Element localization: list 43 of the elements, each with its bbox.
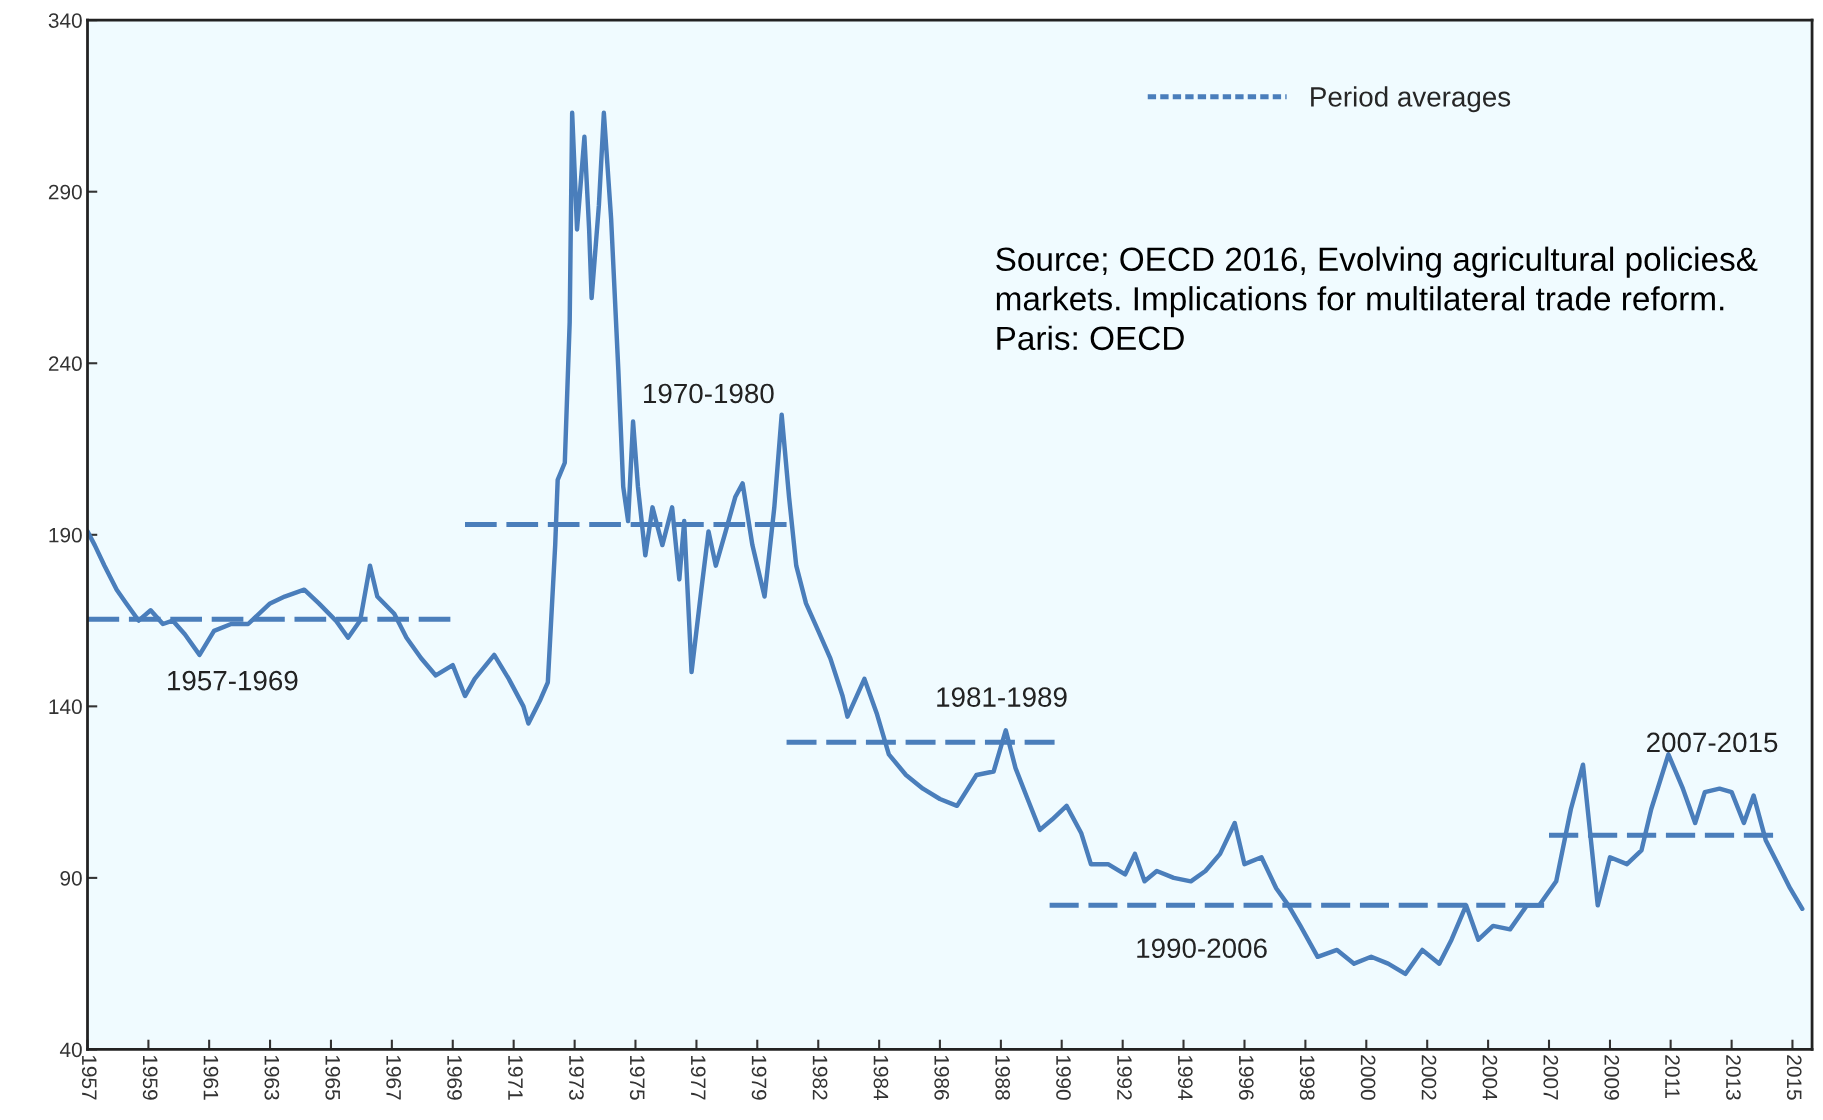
y-tick-label: 240 (48, 356, 82, 372)
x-tick-label: 1979 (751, 1055, 767, 1100)
x-tick-label: 2009 (1604, 1055, 1620, 1100)
x-tick-label: 2000 (1360, 1055, 1376, 1100)
x-tick-label: 1984 (873, 1055, 889, 1101)
x-tick-label: 2004 (1482, 1055, 1498, 1101)
x-tick-label: 1998 (1299, 1055, 1315, 1100)
x-tick-label: 1963 (264, 1055, 280, 1100)
x-tick-label: 2013 (1726, 1055, 1741, 1100)
annotation: 1990-2006 (1137, 938, 1267, 959)
x-tick-label: 2011 (1665, 1055, 1680, 1099)
y-tick-label: 140 (49, 699, 82, 715)
x-tick-label: 1988 (995, 1055, 1011, 1100)
annotation: Source; OECD 2016, Evolving agricultural policies& markets. Implications for multilateral trade reform. Paris: OECD (996, 246, 1758, 351)
x-tick-label: 1965 (325, 1055, 341, 1100)
x-tick-label: 1957 (81, 1055, 97, 1100)
x-tick-label: 1986 (934, 1055, 950, 1100)
annotation: 1970-1980 (644, 383, 774, 404)
y-tick-label: 290 (48, 184, 82, 200)
x-tick-label: 1996 (1238, 1055, 1254, 1100)
x-tick-label: 1967 (386, 1055, 402, 1100)
x-tick-label: 1973 (569, 1055, 584, 1100)
x-tick-label: 2015 (1786, 1055, 1802, 1100)
y-tick-label: 190 (49, 527, 82, 543)
annotation: 2007-2015 (1647, 732, 1778, 753)
x-tick-label: 1994 (1177, 1055, 1193, 1101)
y-tick-label: 340 (48, 13, 82, 28)
x-tick-label: 1977 (690, 1055, 706, 1100)
x-tick-label: 2007 (1543, 1055, 1559, 1100)
x-tick-label: 1971 (508, 1055, 523, 1100)
y-tick-label: 40 (59, 1042, 82, 1058)
x-tick-label: 1992 (1117, 1055, 1132, 1100)
x-tick-label: 2002 (1421, 1055, 1437, 1100)
x-tick-label: 1959 (142, 1055, 158, 1100)
x-tick-label: 1969 (447, 1055, 462, 1100)
y-tick-label: 90 (60, 870, 82, 886)
x-tick-label: 1961 (203, 1055, 219, 1100)
legend-label: Period averages (1311, 86, 1511, 113)
x-tick-label: 1975 (629, 1055, 645, 1100)
x-tick-label: 1990 (1056, 1055, 1071, 1100)
annotation: 1957-1969 (168, 670, 298, 691)
annotation: 1981-1989 (937, 687, 1067, 707)
x-tick-label: 1982 (812, 1055, 828, 1100)
